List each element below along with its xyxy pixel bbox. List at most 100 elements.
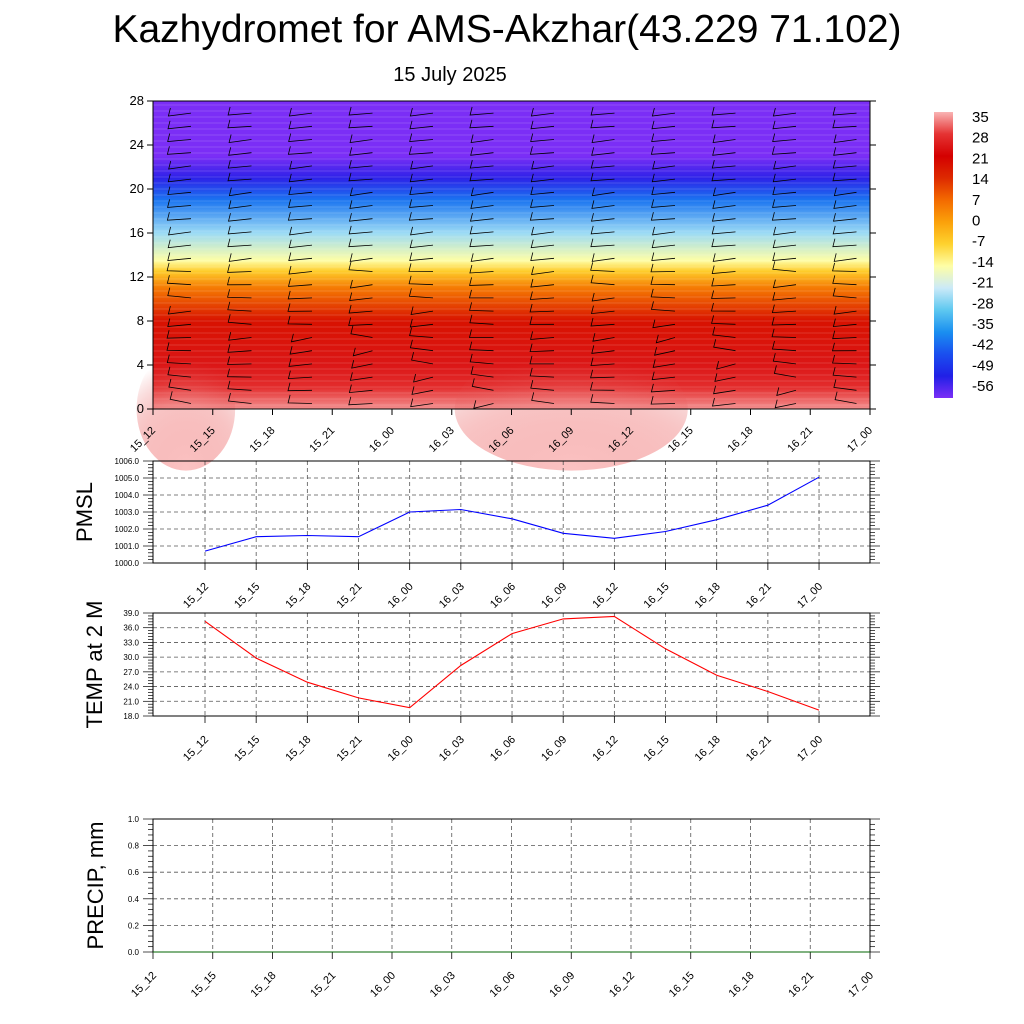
wind-barb — [288, 199, 313, 208]
wind-barb — [773, 226, 797, 236]
wind-barb — [288, 133, 313, 142]
pmsl-xtick-label: 16_00 — [386, 581, 416, 611]
wind-barb — [771, 316, 797, 326]
wind-barb — [591, 187, 615, 197]
wind-barb — [592, 333, 615, 342]
wind-barb — [167, 133, 192, 142]
wind-barb — [227, 225, 252, 235]
wind-barb — [227, 344, 252, 353]
wind-barb — [832, 160, 857, 169]
temp-xtick-label: 16_18 — [693, 734, 723, 764]
wind-barb — [167, 239, 192, 249]
pmsl-ytick-label: 1002.0 — [115, 525, 140, 534]
wind-barb — [287, 290, 313, 300]
precip-xtick-label: 16_09 — [547, 970, 577, 1000]
colorbar-label: 7 — [972, 192, 980, 209]
wind-barb — [469, 160, 494, 169]
wind-barb — [288, 239, 313, 249]
wind-barb — [530, 133, 555, 142]
pmsl-xtick-label: 16_03 — [437, 581, 467, 611]
wind-barb — [590, 357, 615, 367]
profile-ytick-label: 20 — [130, 181, 144, 196]
precip-ytick-label: 0.8 — [128, 842, 140, 851]
profile-ytick-label: 4 — [137, 357, 144, 372]
wind-barb — [591, 200, 615, 209]
wind-barb — [411, 386, 434, 395]
wind-barb — [351, 360, 373, 369]
precip-xtick-label: 15_21 — [308, 970, 338, 1000]
wind-barb — [590, 172, 615, 182]
wind-barb — [531, 160, 555, 170]
wind-barb — [590, 225, 615, 235]
wind-barb — [348, 172, 373, 182]
wind-barb — [167, 252, 192, 261]
wind-barb — [348, 119, 373, 129]
temp-xtick-label: 16_12 — [590, 734, 620, 764]
wind-barb — [651, 199, 676, 208]
wind-barb — [228, 187, 252, 197]
wind-barb — [650, 263, 676, 273]
wind-barb — [651, 371, 676, 381]
wind-barb — [590, 369, 615, 379]
wind-barb — [772, 252, 797, 261]
wind-barb — [590, 305, 615, 315]
wind-barb — [469, 172, 494, 182]
wind-barb — [529, 303, 555, 313]
wind-barb — [167, 186, 192, 196]
wind-barb — [772, 173, 797, 183]
temp-ytick-label: 39.0 — [123, 609, 139, 618]
wind-barb — [167, 305, 192, 315]
colorbar-label: 21 — [972, 150, 989, 167]
wind-barb — [590, 274, 615, 286]
wind-barb — [834, 391, 857, 404]
wind-barb — [228, 134, 252, 143]
wind-barb — [409, 339, 434, 352]
temp-frame — [152, 612, 871, 717]
wind-barb — [166, 354, 192, 365]
precip-ytick-label: 0.4 — [128, 895, 140, 904]
wind-barb — [591, 147, 615, 156]
wind-barb — [529, 343, 555, 353]
wind-barb — [287, 370, 313, 380]
wind-barbs — [166, 106, 857, 409]
wind-barb — [469, 314, 494, 325]
wind-barb — [773, 365, 797, 378]
wind-barb — [348, 225, 373, 235]
precip-xtick-label: 16_15 — [667, 970, 697, 1000]
wind-barb — [469, 302, 494, 312]
profile-ytick-label: 28 — [130, 93, 144, 108]
temp-ytick-label: 21.0 — [123, 697, 139, 706]
temp-ytick-label: 30.0 — [123, 653, 139, 662]
wind-barb — [833, 379, 857, 391]
wind-barb — [470, 147, 494, 156]
colorbar-label: -35 — [972, 316, 994, 333]
wind-barb — [468, 329, 494, 338]
wind-barb — [832, 238, 857, 248]
temp-xtick-label: 15_12 — [181, 734, 211, 764]
wind-barb — [348, 396, 373, 406]
wind-barb — [711, 119, 736, 129]
wind-barb — [469, 238, 494, 248]
wind-barb — [409, 120, 434, 130]
wind-barb — [469, 277, 494, 286]
wind-barb — [772, 261, 797, 272]
wind-barb — [168, 226, 192, 236]
precip-xtick-label: 15_18 — [249, 970, 279, 1000]
wind-barb — [530, 239, 555, 249]
wind-barb — [771, 304, 797, 314]
wind-barb — [590, 119, 615, 129]
wind-barb — [350, 325, 373, 338]
precip-ytick-label: 0.0 — [128, 948, 140, 957]
precip-xtick-label: 17_00 — [846, 970, 876, 1000]
wind-barb — [710, 302, 736, 312]
colorbar: 35 28 21 14 7 0 -7 -14 -21 -28 -35 -42 -49 -56 — [934, 109, 994, 398]
temp-xtick-label: 16_00 — [386, 734, 416, 764]
wind-barb — [287, 278, 313, 287]
wind-barb — [348, 384, 373, 394]
wind-barb — [833, 147, 857, 156]
wind-barb — [469, 341, 494, 352]
wind-barb — [590, 262, 615, 272]
wind-barb — [228, 147, 252, 156]
wind-barb — [287, 212, 313, 221]
